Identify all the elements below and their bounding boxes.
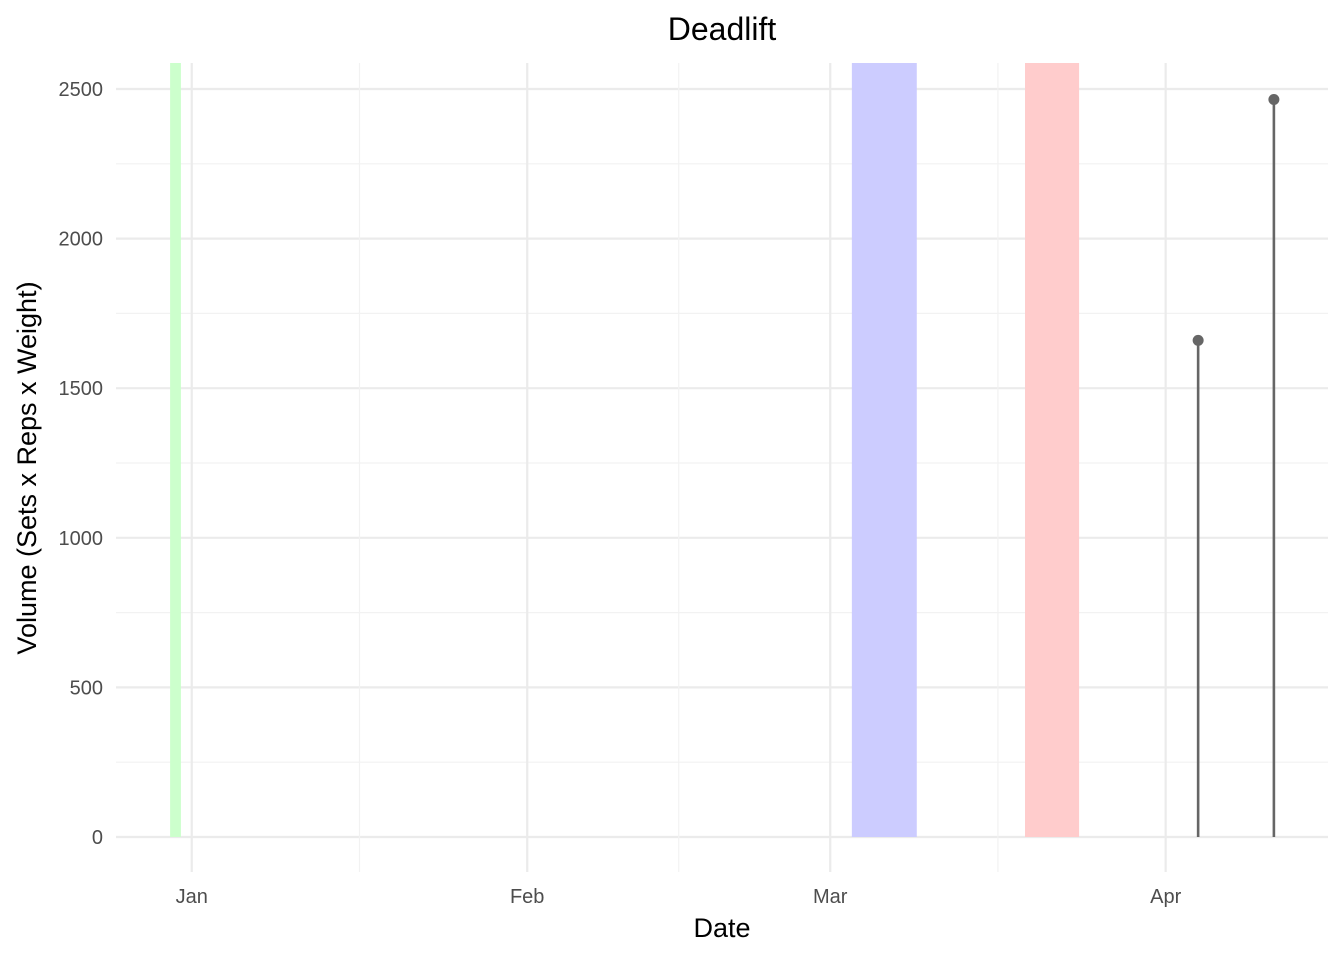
chart-title: Deadlift — [668, 11, 777, 47]
volume-point — [1192, 334, 1204, 346]
y-tick-label: 1000 — [59, 528, 104, 550]
y-tick-label: 0 — [92, 827, 103, 849]
y-tick-label: 1500 — [59, 378, 104, 400]
x-tick-label: Feb — [510, 886, 544, 908]
shaded-period — [851, 63, 917, 837]
shaded-periods — [170, 63, 1080, 837]
shaded-period — [170, 63, 181, 837]
axis-ticks: 0 500 1000 1500 2000 2500 Jan Feb Mar Apr — [59, 79, 1182, 908]
y-axis-title: Volume (Sets x Reps x Weight) — [12, 281, 42, 654]
y-tick-label: 2000 — [59, 229, 104, 251]
volume-point — [1268, 93, 1280, 105]
y-tick-label: 2500 — [59, 79, 104, 101]
x-tick-label: Jan — [176, 886, 208, 908]
x-tick-label: Mar — [813, 886, 848, 908]
data-marks — [1192, 93, 1280, 837]
grid-layer — [116, 63, 1328, 872]
x-tick-label: Apr — [1150, 886, 1181, 908]
y-tick-label: 500 — [70, 677, 103, 699]
shaded-period — [1025, 63, 1080, 837]
x-axis-title: Date — [693, 913, 750, 943]
